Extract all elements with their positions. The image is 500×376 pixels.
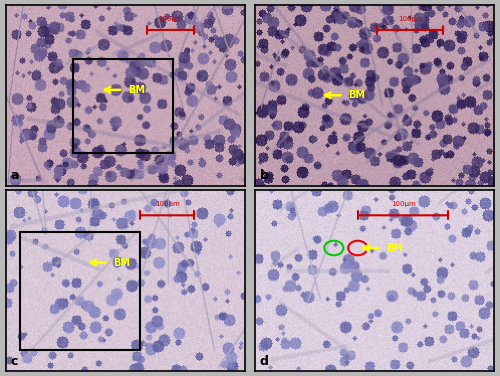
Bar bbox=[73, 59, 174, 153]
Text: b: b bbox=[260, 170, 268, 182]
Text: c: c bbox=[11, 355, 18, 368]
Bar bbox=[20, 232, 140, 350]
Text: 100μm: 100μm bbox=[391, 201, 415, 207]
Text: BM: BM bbox=[348, 90, 365, 100]
Text: 100μm: 100μm bbox=[155, 201, 180, 207]
Text: BM: BM bbox=[114, 258, 130, 267]
Text: BM: BM bbox=[386, 243, 404, 253]
Text: a: a bbox=[11, 170, 20, 182]
Text: d: d bbox=[260, 355, 268, 368]
Text: 100μm: 100μm bbox=[398, 16, 422, 22]
Text: 100μm: 100μm bbox=[158, 16, 184, 22]
Text: BM: BM bbox=[128, 85, 145, 95]
